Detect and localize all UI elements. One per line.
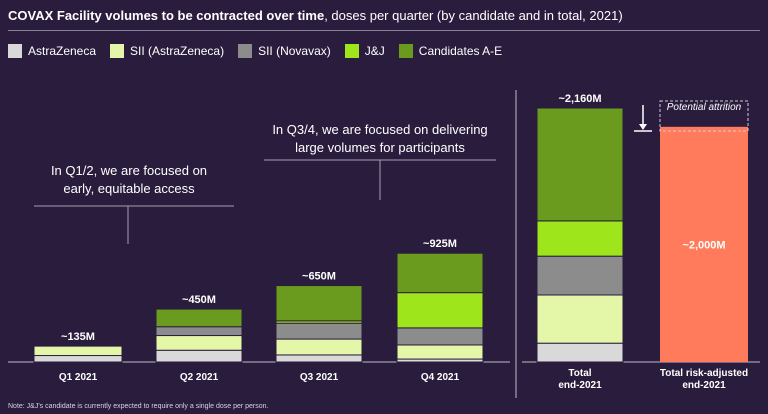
title-subtitle: , doses per quarter (by candidate and in…: [324, 8, 623, 23]
attrition-box: [659, 100, 749, 132]
bar-segment-j-j-4: [396, 292, 484, 329]
bar-segment-sii-novavax--4: [396, 327, 484, 346]
legend-item-jj: J&J: [344, 44, 385, 58]
total-label-6: ~2,000M: [682, 239, 725, 251]
bar-segment-j-j-5: [536, 220, 624, 257]
legend-label-jj: J&J: [364, 44, 385, 58]
labels-group: ~135M Q1 2021 ~450M Q2 2021 ~650M Q3 2021 ~925…: [59, 93, 748, 391]
legend-swatch-candidates: [398, 44, 413, 58]
annotation-q12: In Q1/2, we are focused on early, equita…: [50, 163, 208, 196]
title-divider: [8, 30, 760, 31]
bar-segment-sii-astrazeneca--2: [155, 335, 243, 351]
legend-label-sii-astrazeneca: SII (AstraZeneca): [130, 44, 225, 58]
bar-segment-sii-novavax--5: [536, 255, 624, 296]
legend-swatch-jj: [344, 44, 359, 58]
footnote: Note: J&J's candidate is currently expec…: [8, 403, 269, 410]
bar-segment-sii-novavax--3: [275, 322, 363, 340]
bar-segment-candidates-a-e-3: [275, 285, 363, 322]
bar-segment-sii-astrazeneca--1: [33, 345, 123, 357]
bar-segment-sii-astrazeneca--4: [396, 344, 484, 360]
bar-segment-astrazeneca-3: [275, 354, 363, 363]
bar-segment-sii-astrazeneca--5: [536, 294, 624, 344]
legend-swatch-astrazeneca: [8, 44, 22, 58]
category-label-6-line2: end-2021: [682, 380, 726, 391]
total-label-5: ~2,160M: [558, 93, 601, 105]
legend-item-sii-astrazeneca: SII (AstraZeneca): [110, 44, 224, 58]
legend-item-astrazeneca: AstraZeneca: [8, 44, 96, 58]
total-label-3: ~650M: [302, 271, 336, 283]
annotation-q34: In Q3/4, we are focused on delivering la…: [272, 122, 488, 155]
bar-segment-sii-novavax--2: [155, 326, 243, 337]
category-label-3: Q3 2021: [300, 372, 339, 383]
title-bold: COVAX Facility volumes to be contracted …: [8, 8, 325, 23]
bar-segment-astrazeneca-1: [33, 355, 123, 363]
chart-title: COVAX Facility volumes to be contracted …: [8, 8, 623, 23]
bar-segment-candidates-a-e-2: [155, 308, 243, 328]
legend-label-astrazeneca: AstraZeneca: [28, 44, 97, 58]
bar-risk-adjusted: [660, 126, 748, 362]
bar-segment-sii-astrazeneca--3: [275, 338, 363, 356]
legend-item-candidates: Candidates A-E: [398, 44, 503, 58]
legend-swatch-sii-astrazeneca: [110, 44, 125, 58]
bar-segment-astrazeneca-2: [155, 349, 243, 363]
legend-item-sii-novavax: SII (Novavax): [238, 44, 331, 58]
attrition-arrowhead: [639, 124, 647, 130]
category-label-5-line1: Total: [568, 368, 591, 379]
bar-segment-candidates-a-e-5: [536, 107, 624, 222]
bar-segment-candidates-a-e-4: [396, 252, 484, 294]
category-label-1: Q1 2021: [59, 372, 98, 383]
annotation-attrition: Potential attrition: [666, 102, 742, 113]
category-label-4: Q4 2021: [421, 372, 460, 383]
legend-swatch-sii-novavax: [238, 44, 253, 58]
legend-label-candidates: Candidates A-E: [418, 44, 503, 58]
category-label-2: Q2 2021: [180, 372, 219, 383]
category-label-5-line2: end-2021: [558, 380, 602, 391]
total-label-1: ~135M: [61, 331, 95, 343]
bars-group: [33, 107, 748, 363]
bar-segment-astrazeneca-5: [536, 342, 624, 363]
total-label-4: ~925M: [423, 238, 457, 250]
category-label-6-line1: Total risk-adjusted: [660, 368, 748, 379]
legend-label-sii-novavax: SII (Novavax): [258, 44, 331, 58]
total-label-2: ~450M: [182, 294, 216, 306]
legend: AstraZeneca SII (AstraZeneca) SII (Novav…: [8, 44, 502, 58]
